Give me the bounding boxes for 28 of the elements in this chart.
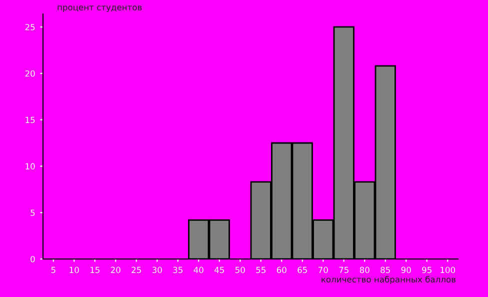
y-tick-label: 5: [30, 210, 35, 216]
y-tick-label: 10: [26, 163, 35, 170]
x-tick-label: 100: [440, 266, 456, 274]
x-tick-label: 70: [318, 266, 328, 274]
y-tick-label: 20: [25, 70, 35, 77]
x-tick-label: 50: [235, 266, 245, 274]
x-axis-title: количество набранных баллов: [322, 276, 456, 284]
x-tick-label: 75: [339, 266, 348, 274]
x-tick-label: 55: [256, 266, 266, 274]
y-tick-label: 25: [25, 24, 35, 30]
x-tick-label: 35: [173, 266, 182, 274]
x-tick-label: 30: [152, 266, 162, 274]
x-tick-label: 15: [90, 266, 100, 274]
x-tick-label: 80: [360, 266, 370, 274]
x-tick-label: 20: [110, 266, 120, 274]
x-tick-label: 85: [380, 266, 390, 274]
x-tick-label: 90: [401, 266, 411, 274]
y-tick-label: 15: [26, 116, 35, 124]
x-tick-label: 5: [51, 266, 56, 274]
x-tick-label: 65: [298, 266, 307, 274]
x-tick-label: 25: [132, 266, 141, 274]
y-tick-label: 0: [30, 256, 35, 262]
y-axis-title: процент студентов: [58, 6, 142, 12]
x-tick-label: 10: [70, 266, 79, 274]
x-tick-label: 60: [276, 266, 286, 274]
x-tick-label: 45: [214, 266, 224, 274]
x-tick-label: 40: [194, 266, 204, 274]
x-tick-label: 95: [422, 266, 432, 274]
